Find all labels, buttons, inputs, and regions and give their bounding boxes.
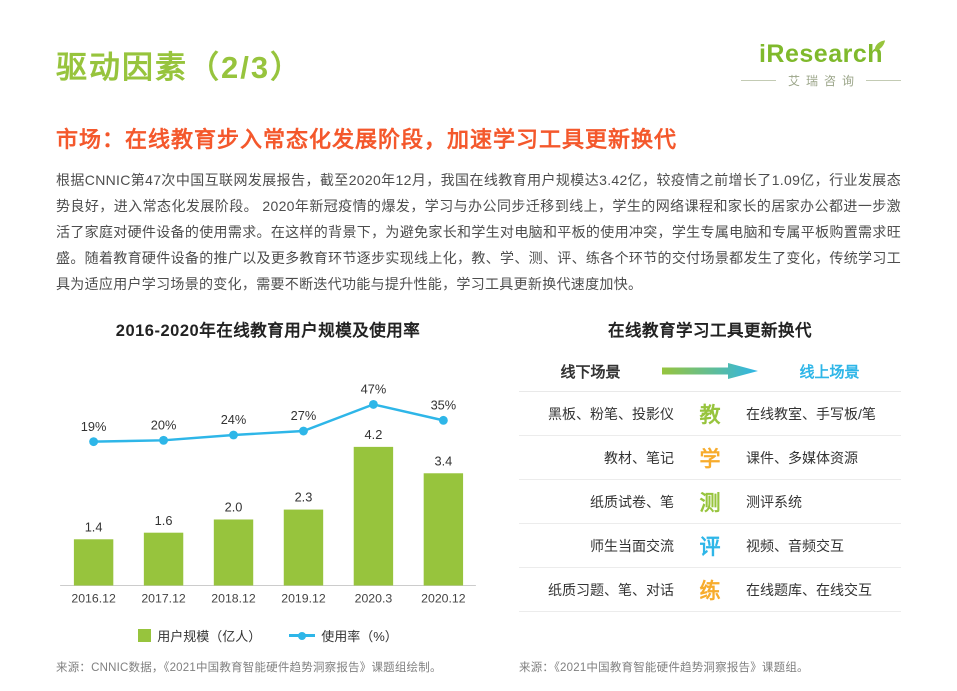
leaf-icon	[872, 31, 887, 60]
chart-section: 2016-2020年在线教育用户规模及使用率 1.4 2016.12 1.6 2017…	[56, 317, 480, 675]
legend-item-users: 用户规模（亿人）	[138, 626, 261, 645]
offline-cell: 黑板、粉笔、投影仪	[548, 405, 674, 422]
svg-text:2020.3: 2020.3	[355, 592, 393, 606]
chart-canvas: 1.4 2016.12 1.6 2017.12 2.0 2018.12 2.3 2019.12…	[56, 351, 480, 624]
tool-row: 黑板、粉笔、投影仪 教 在线教室、手写板/笔	[519, 392, 901, 437]
online-cell: 视频、音频交互	[746, 537, 844, 554]
tool-row: 纸质试卷、笔 测 测评系统	[519, 480, 901, 525]
tool-row: 师生当面交流 评 视频、音频交互	[519, 524, 901, 569]
svg-text:2017.12: 2017.12	[141, 592, 186, 606]
offline-scene-label: 线下场景	[560, 363, 621, 381]
legend-label: 用户规模（亿人）	[157, 629, 262, 645]
tools-section: 在线教育学习工具更新换代 线下场景 线上场景	[519, 317, 901, 675]
legend-item-rate: 使用率（%）	[289, 626, 398, 645]
svg-text:47%: 47%	[361, 382, 387, 397]
chart-legend: 用户规模（亿人） 使用率（%）	[56, 626, 480, 645]
stage-badge: 教	[699, 403, 721, 427]
offline-cell: 纸质试卷、笔	[590, 493, 674, 510]
online-cell: 在线教室、手写板/笔	[746, 405, 876, 422]
tool-row: 教材、笔记 学 课件、多媒体资源	[519, 436, 901, 481]
brand-logo: iResearch 艾瑞咨询	[741, 40, 902, 89]
svg-text:2019.12: 2019.12	[281, 592, 326, 606]
svg-text:2018.12: 2018.12	[211, 592, 256, 606]
online-cell: 课件、多媒体资源	[746, 449, 858, 466]
page-title: 驱动因素（2/3）	[56, 50, 304, 85]
stage-badge: 练	[699, 579, 721, 603]
chart-title: 2016-2020年在线教育用户规模及使用率	[115, 322, 421, 341]
arrow-icon	[662, 363, 758, 380]
body-paragraph: 根据CNNIC第47次中国互联网发展报告，截至2020年12月，我国在线教育用户…	[56, 172, 901, 292]
divider	[866, 80, 902, 81]
report-page: 驱动因素（2/3） iResearch 艾瑞咨询 市场：在线教育步入常态化发展阶…	[56, 40, 902, 675]
tools-source: 来源：《2021中国教育智能硬件趋势洞察报告》课题组。	[519, 662, 809, 675]
header: 驱动因素（2/3） iResearch 艾瑞咨询	[56, 40, 902, 116]
tools-header: 线下场景 线上场景	[519, 351, 901, 393]
offline-cell: 师生当面交流	[590, 537, 674, 554]
stage-badge: 测	[699, 491, 721, 515]
svg-text:20%: 20%	[151, 418, 177, 433]
line-marker-icon	[289, 631, 316, 640]
tools-title: 在线教育学习工具更新换代	[608, 322, 812, 341]
offline-cell: 教材、笔记	[604, 449, 674, 466]
legend-label: 使用率（%）	[321, 629, 398, 645]
bar-swatch-icon	[138, 629, 152, 643]
svg-text:35%: 35%	[431, 398, 457, 413]
svg-text:2.3: 2.3	[295, 490, 313, 505]
svg-text:2016.12: 2016.12	[71, 592, 116, 606]
svg-text:1.4: 1.4	[85, 520, 103, 535]
svg-text:3.4: 3.4	[434, 454, 452, 469]
svg-text:2020.12: 2020.12	[421, 592, 466, 606]
svg-text:24%: 24%	[221, 413, 247, 428]
tool-row: 纸质习题、笔、对话 练 在线题库、在线交互	[519, 568, 901, 613]
svg-text:4.2: 4.2	[365, 427, 383, 442]
line-dot-icon	[298, 631, 307, 640]
chart-source: 来源：CNNIC数据，《2021中国教育智能硬件趋势洞察报告》课题组绘制。	[56, 662, 442, 675]
divider	[741, 80, 776, 81]
content-columns: 2016-2020年在线教育用户规模及使用率 1.4 2016.12 1.6 2017…	[56, 317, 901, 675]
svg-text:19%: 19%	[81, 419, 107, 434]
svg-text:2.0: 2.0	[225, 500, 243, 515]
online-scene-label: 线上场景	[799, 363, 860, 381]
page-subtitle: 市场：在线教育步入常态化发展阶段，加速学习工具更新换代	[56, 127, 678, 152]
online-cell: 在线题库、在线交互	[746, 581, 872, 598]
brand-name: iResearch	[759, 40, 886, 69]
offline-cell: 纸质习题、笔、对话	[548, 581, 674, 598]
brand-subtitle: 艾瑞咨询	[741, 72, 902, 89]
stage-badge: 学	[699, 447, 721, 471]
svg-text:27%: 27%	[291, 409, 317, 424]
svg-text:1.6: 1.6	[155, 513, 173, 528]
stage-badge: 评	[699, 535, 721, 559]
online-cell: 测评系统	[746, 493, 802, 510]
